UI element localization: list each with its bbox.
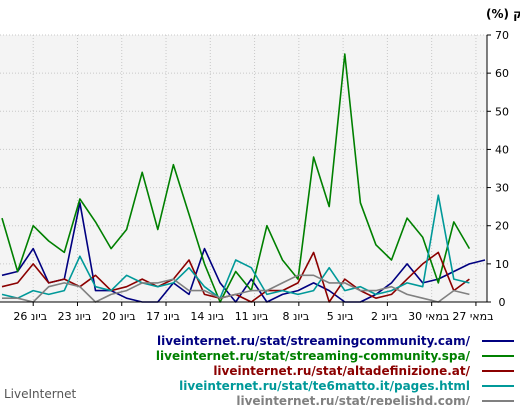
legend-label-1: liveinternet.ru/stat/streamingcommunity.… [157,334,471,348]
footer-brand: LiveInternet [4,387,76,401]
x-tick-label: 11 ביונ [235,310,269,323]
x-tick-label: 8 ביונ [282,310,309,323]
axes [0,34,491,306]
x-tick-label: 17 ביונ [146,310,180,323]
y-tick-label: 50 [495,105,509,118]
series-line-1 [1,202,486,303]
x-tick-label: 26 ביונ [13,310,47,323]
x-tick-label: 5 ביונ [327,310,354,323]
series-lines [1,53,486,303]
y-tick-label: 20 [495,220,509,233]
legend-label-5: liveinternet.ru/stat/repelishd.com/ [236,394,470,405]
series-line-2 [1,53,471,303]
y-axis-label: (%) חלק [486,7,520,21]
y-tick-label: 0 [499,296,506,309]
x-tick-label: 27 במאי [452,310,493,323]
y-tick-label: 10 [495,258,509,271]
legend-label-3: liveinternet.ru/stat/altadefinizione.at/ [213,364,470,378]
x-tick-label: 14 ביונ [190,310,224,323]
x-tick-label: 20 ביונ [102,310,136,323]
legend-label-2: liveinternet.ru/stat/streaming-community… [156,349,471,363]
series-line-4 [1,194,470,300]
x-tick-label: 2 ביונ [371,310,398,323]
y-tick-label: 40 [495,143,509,156]
y-tick-label: 30 [495,182,509,195]
x-tick-label: 23 ביונ [58,310,92,323]
series-line-5 [2,274,470,303]
x-tick-label: 30 במאי [408,310,449,323]
plot-background [0,35,487,302]
tick-labels: 0 10 20 30 40 50 60 70 26 ביונ 23 ביונ 20 ביונ 17 ב… [13,29,509,323]
legend: liveinternet.ru/stat/streamingcommunity.… [156,334,514,405]
legend-label-4: liveinternet.ru/stat/te6matto.it/pages.h… [179,379,470,393]
y-tick-label: 60 [495,67,509,80]
y-tick-label: 70 [495,29,509,42]
